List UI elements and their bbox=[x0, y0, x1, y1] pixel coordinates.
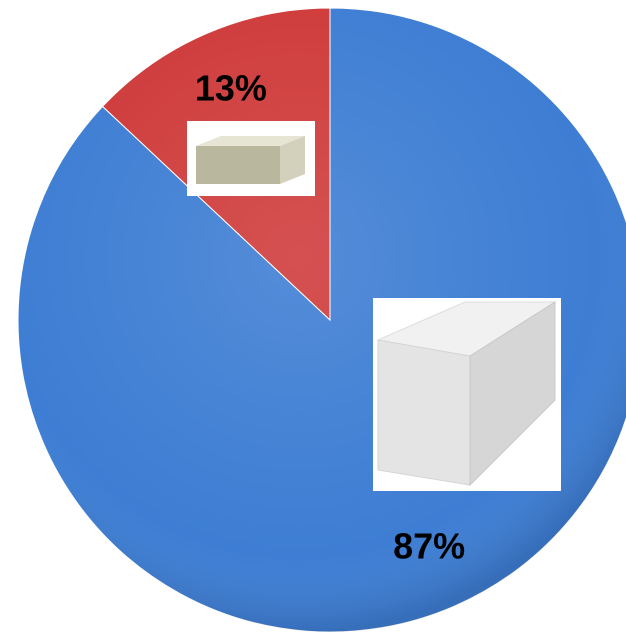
data-label: 13% bbox=[195, 67, 267, 108]
large-block-image bbox=[373, 298, 561, 491]
small-block-image bbox=[187, 121, 315, 196]
data-label: 87% bbox=[393, 526, 465, 567]
labels: 87% 13% bbox=[195, 67, 465, 566]
